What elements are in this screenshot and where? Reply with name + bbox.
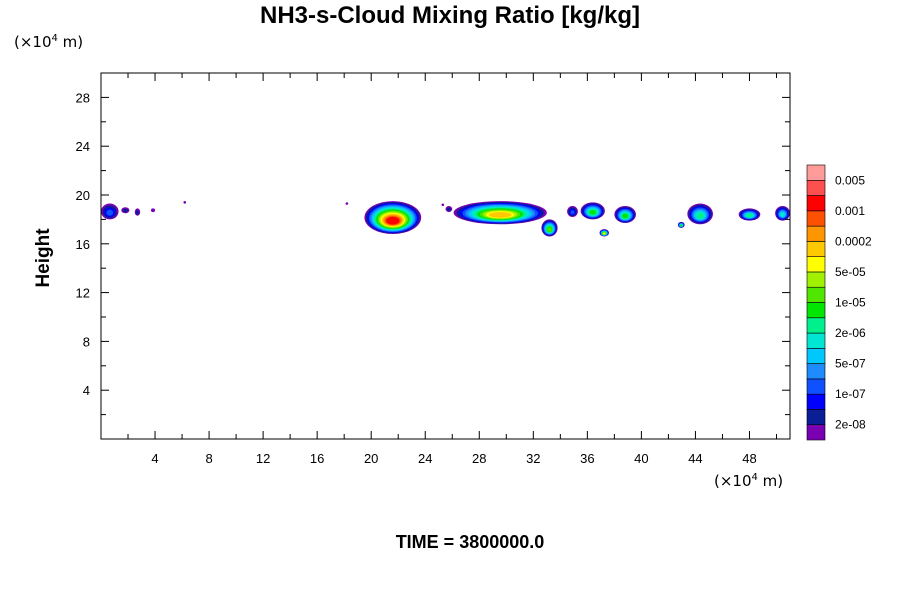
cloud-region-4 [150,208,156,213]
cloud-region-3-level-1 [135,210,140,215]
cloud-region-10-level-8 [589,210,597,215]
colorbar-swatch-14 [806,210,826,227]
y-tick-label: 20 [76,188,90,203]
x-tick-label: 28 [472,451,486,466]
colorbar-label: 1e-05 [835,296,866,310]
colorbar-label: 5e-05 [835,265,866,279]
y-tick-label: 4 [83,383,90,398]
x-tick-label: 36 [580,451,594,466]
y-unit-prefix: (×10 [14,33,52,51]
cloud-region-3 [134,208,141,216]
cloud-region-7 [453,201,547,225]
colorbar-label: 0.0002 [835,234,872,248]
colorbar-swatch-7 [806,317,826,334]
cloud-region-4-level-0 [150,208,156,213]
y-tick-label: 16 [76,237,90,252]
colorbar-swatch-2 [806,393,826,410]
cloud-region-1 [101,203,119,220]
colorbar-swatch-9 [806,286,826,303]
x-tick-label: 40 [634,451,648,466]
colorbar-label: 2e-06 [835,326,866,340]
colorbar-swatch-15 [806,195,826,212]
colorbar-swatch-17 [806,164,826,181]
cloud-region-15 [738,208,761,221]
y-unit-label: (×104 m) [14,33,83,51]
colorbar-swatch-5 [806,348,826,364]
time-label: TIME = 3800000.0 [395,532,545,552]
cloud-region-13-level-8 [680,224,683,227]
cloud-region-9 [567,205,578,217]
x-unit-exponent: 4 [751,472,758,483]
cloud-region-10 [580,202,605,220]
colorbar-swatch-10 [806,271,826,288]
colorbar-label: 1e-07 [835,387,866,401]
cloud-region-12 [614,205,636,224]
colorbar-label: 0.005 [835,173,865,187]
cloud-region-6 [445,205,453,213]
y-unit-suffix: m) [57,33,84,51]
x-unit-suffix: m) [757,472,784,490]
cloud-region-8-level-9 [547,227,552,232]
cloud-region-15-level-7 [746,213,753,218]
cloud-region-5-level-15 [386,216,400,225]
cloud-region-16-level-6 [780,212,785,217]
y-tick-label: 28 [76,90,90,105]
cloud-region-6-level-1 [446,207,451,212]
x-tick-label: 16 [310,451,324,466]
x-tick-label: 24 [418,451,432,466]
colorbar-swatch-11 [806,256,826,273]
colorbar-label: 5e-07 [835,357,866,371]
colorbar-swatch-3 [806,378,826,395]
x-tick-label: 4 [151,451,158,466]
cloud-region-2-level-1 [122,208,128,213]
chart-title: NH3-s-Cloud Mixing Ratio [kg/kg] [260,2,640,29]
cloud-speck-3 [441,203,445,207]
x-tick-label: 32 [526,451,540,466]
cloud-region-1-level-3 [106,209,114,216]
colorbar-label: 0.001 [835,204,865,218]
plot-frame [100,72,791,440]
colorbar-swatch-6 [806,332,826,349]
cloud-region-12-level-8 [622,213,629,219]
colorbar-swatch-0 [806,424,826,441]
colorbar-label: 2e-08 [835,418,866,432]
cloud-region-9-level-3 [570,210,575,215]
y-axis-label: Height [33,228,54,288]
cloud-region-7-level-12 [488,212,512,218]
y-tick-label: 24 [76,139,90,154]
cloud-region-5 [364,201,422,235]
colorbar-swatch-8 [806,302,826,319]
y-unit-exponent: 4 [51,33,58,44]
plot-data-layer [101,201,790,237]
cloud-region-16 [775,205,790,221]
x-tick-label: 8 [205,451,212,466]
cloud-region-14-level-7 [696,212,704,219]
cloud-region-13 [677,221,685,228]
cloud-region-11-level-11 [603,232,606,235]
x-tick-label: 44 [688,451,702,466]
y-tick-label: 12 [76,286,90,301]
colorbar-swatch-13 [806,225,826,242]
cloud-speck-2 [345,202,349,205]
colorbar-swatch-12 [806,241,826,257]
x-unit-prefix: (×10 [714,472,752,490]
x-tick-label: 12 [256,451,270,466]
colorbar-swatch-1 [806,409,826,426]
colorbar-swatch-4 [806,363,826,380]
x-unit-label: (×104 m) [714,472,783,490]
cloud-region-2 [121,207,130,214]
cloud-region-8 [541,219,558,237]
cloud-region-14 [687,203,713,225]
x-tick-label: 48 [742,451,756,466]
cloud-speck-1 [183,201,187,204]
x-tick-label: 20 [364,451,378,466]
colorbar: 2e-08 1e-07 5e-07 2e-06 1e-05 5e-05 0.0002 0.00… [806,164,872,441]
cloud-region-11 [599,229,609,237]
y-tick-label: 8 [83,334,90,349]
colorbar-swatch-16 [806,179,826,196]
